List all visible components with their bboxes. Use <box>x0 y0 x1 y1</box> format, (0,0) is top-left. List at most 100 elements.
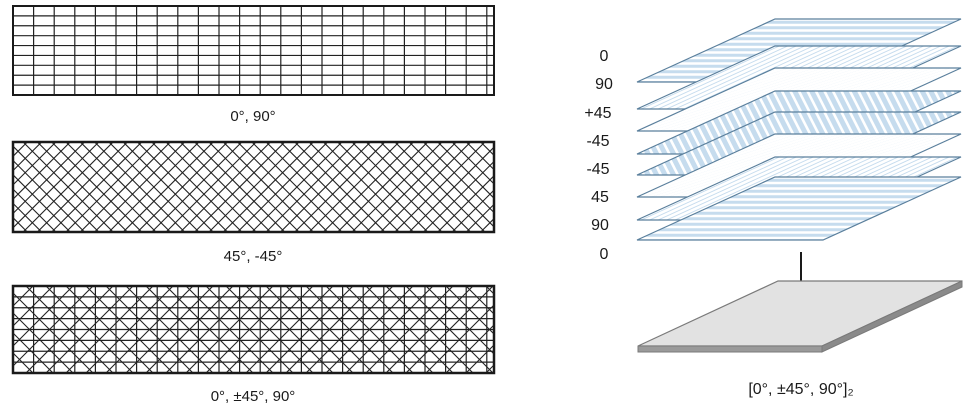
ply-label-4: -45 <box>586 133 609 150</box>
fiber-minus45deg <box>495 142 585 232</box>
fiber-45deg <box>526 286 613 373</box>
laminate-front-edge <box>638 346 822 352</box>
ply-stripe <box>394 59 651 141</box>
ply-stripe <box>497 103 539 185</box>
fiber-minus45deg <box>546 286 633 373</box>
fiber-45deg <box>0 142 13 232</box>
ply-stripe <box>505 103 547 185</box>
panel-0-90-caption: 0°, 90° <box>230 108 275 125</box>
ply-stripe <box>955 148 964 230</box>
panel-0-90-fibers <box>13 6 494 95</box>
ply-stripe <box>403 125 660 207</box>
ply-stripe <box>955 125 964 207</box>
ply-stripe <box>411 37 590 119</box>
fiber-45deg <box>0 142 70 232</box>
ply-labels: 0 90 +45 -45 -45 45 90 0 <box>584 48 613 263</box>
ply-stack <box>335 14 964 244</box>
ply-stripe <box>955 37 964 119</box>
ply-stripe <box>497 82 539 164</box>
ply-stripe <box>369 103 411 185</box>
ply-stripe <box>411 59 668 141</box>
ply-stripe <box>395 103 437 185</box>
ply-stripe <box>514 82 556 164</box>
consolidated-laminate <box>638 281 962 352</box>
ply-label-2: 90 <box>595 76 613 93</box>
ply-stripe <box>573 82 615 164</box>
ply-stripe <box>539 103 581 185</box>
ply-stripe <box>403 103 445 185</box>
ply-stripe <box>428 148 607 230</box>
ply-stripe <box>616 82 658 164</box>
panel-0-90-border <box>13 6 494 95</box>
ply-stripe <box>488 148 667 230</box>
ply-label-3: +45 <box>584 105 611 122</box>
ply-stripe <box>394 148 573 230</box>
ply-stripe <box>377 59 634 141</box>
ply-stripe <box>462 37 641 119</box>
ply-stripe <box>479 37 658 119</box>
ply-label-7: 90 <box>591 217 609 234</box>
ply-stripe <box>548 103 590 185</box>
laminate-top-face <box>638 281 962 346</box>
ply-stripe <box>956 103 964 185</box>
ply-stripe <box>582 82 624 164</box>
ply-stripe <box>548 82 590 164</box>
ply-stripe <box>437 103 479 185</box>
ply-stripe <box>386 103 428 185</box>
ply-label-8: 0 <box>600 246 609 263</box>
fiber-minus45deg <box>506 286 593 373</box>
fiber-minus45deg <box>526 286 613 373</box>
ply-stripe <box>488 37 667 119</box>
panel-45-minus45: 45°, -45° <box>0 142 671 265</box>
fiber-45deg <box>538 142 628 232</box>
ply-stripe <box>420 125 677 207</box>
ply-stripe <box>344 103 386 185</box>
ply-stripe <box>386 59 643 141</box>
fiber-45deg <box>566 286 653 373</box>
ply-stripe <box>522 103 564 185</box>
ply-stripe <box>420 148 599 230</box>
fiber-minus45deg <box>0 142 13 232</box>
panel-0-90: 0°, 90° <box>13 6 494 125</box>
ply-stripe <box>590 82 632 164</box>
ply-label-5: -45 <box>586 161 609 178</box>
ply-stripe <box>420 103 462 185</box>
fiber-45deg <box>486 286 573 373</box>
fiber-45deg <box>0 142 42 232</box>
ply-stripe <box>471 148 650 230</box>
ply-stripe <box>462 148 641 230</box>
fiber-minus45deg <box>538 142 628 232</box>
ply-stripe <box>429 103 471 185</box>
fiber-minus45deg <box>0 142 42 232</box>
ply-stripe <box>394 37 573 119</box>
ply-stripe <box>956 82 964 164</box>
panel-45-minus45-caption: 45°, -45° <box>224 248 283 265</box>
fiber-minus45deg <box>566 286 653 373</box>
ply-stripe <box>531 82 573 164</box>
panel-quasi-isotropic-fibers <box>0 286 653 373</box>
ply-stripe <box>403 59 660 141</box>
ply-stripe <box>539 82 581 164</box>
panel-quasi-isotropic-caption: 0°, ±45°, 90° <box>211 388 296 405</box>
ply-stripe <box>471 103 513 185</box>
panel-45-minus45-fibers <box>0 142 671 232</box>
ply-stripe <box>412 103 454 185</box>
fiber-45deg <box>506 286 593 373</box>
ply-stripe <box>556 82 598 164</box>
fiber-45deg <box>495 142 585 232</box>
ply-stripe <box>386 37 565 119</box>
ply-label-6: 45 <box>591 189 609 206</box>
ply-stripe <box>403 148 582 230</box>
fiber-minus45deg <box>0 286 13 373</box>
ply-stripe <box>479 148 658 230</box>
laminate-caption: [0°, ±45°, 90°]₂ <box>748 381 853 398</box>
ply-stripe <box>514 103 556 185</box>
ply-stripe <box>616 103 658 185</box>
ply-stripe <box>955 59 964 141</box>
ply-stripe <box>378 103 420 185</box>
panel-quasi-isotropic: 0°, ±45°, 90° <box>0 286 653 405</box>
ply-stripe <box>403 37 582 119</box>
ply-stripe <box>420 37 599 119</box>
fiber-minus45deg <box>486 286 573 373</box>
